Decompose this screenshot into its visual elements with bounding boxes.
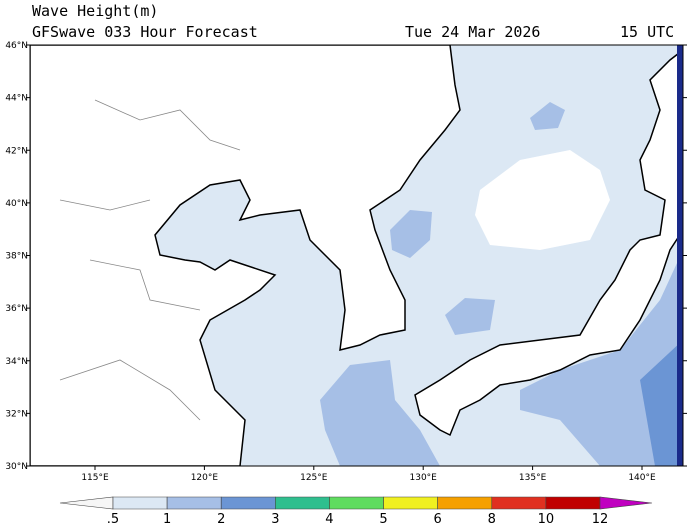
lat-label: 38°N [5,252,28,262]
time: 15 UTC [620,23,674,41]
wave-patch [520,250,683,466]
colorbar-segment [112,496,168,510]
colorbar-segment [220,496,276,510]
axes: 30°N 32°N 34°N 36°N 38°N 40°N 42°N 44°N 46°N 115°… [5,41,687,483]
province-border [59,99,241,421]
subtitle: GFSwave 033 Hour Forecast [32,23,258,41]
lon-label: 135°E [519,473,547,483]
map-area [30,45,683,466]
lon-label: 125°E [300,473,328,483]
colorbar-label: 12 [592,512,609,525]
lat-label: 42°N [5,146,28,156]
wave-patch [445,298,495,335]
mainland [30,45,461,466]
wave-patch [530,102,565,130]
wave-patch [640,340,683,466]
wave-patch [320,360,440,466]
colorbar-segment [329,496,384,510]
colorbar-segment [383,496,438,510]
colorbar-label: 1 [163,512,171,525]
colorbar-segment [545,496,601,510]
lat-label: 34°N [5,357,28,367]
colorbar-segment [275,496,330,510]
lat-label: 40°N [5,199,28,209]
edge-strip [677,45,683,466]
lon-label: 120°E [191,473,219,483]
wave-patch [390,210,432,258]
lon-label: 115°E [81,473,109,483]
colorbar: .5 1 2 3 4 5 6 8 10 12 [59,496,653,525]
colorbar-segment [599,496,653,510]
lat-label: 30°N [5,462,28,472]
colorbar-label: 10 [538,512,555,525]
calm-area [475,150,610,250]
colorbar-segment [491,496,547,510]
date: Tue 24 Mar 2026 [405,23,540,41]
lat-label: 32°N [5,409,28,419]
colorbar-label: 8 [488,512,496,525]
colorbar-label: 2 [217,512,225,525]
colorbar-segment [437,496,493,510]
japan [414,49,683,437]
lon-label: 140°E [628,473,656,483]
lat-label: 44°N [5,94,28,104]
lat-label: 36°N [5,304,28,314]
lat-label: 46°N [5,41,28,51]
colorbar-label: 5 [379,512,387,525]
colorbar-label: .5 [107,512,119,525]
colorbar-label: 6 [434,512,442,525]
colorbar-segment [59,496,114,510]
colorbar-label: 4 [325,512,333,525]
colorbar-label: 3 [271,512,279,525]
title: Wave Height(m) [32,2,158,20]
lon-label: 130°E [410,473,438,483]
colorbar-segment [166,496,222,510]
